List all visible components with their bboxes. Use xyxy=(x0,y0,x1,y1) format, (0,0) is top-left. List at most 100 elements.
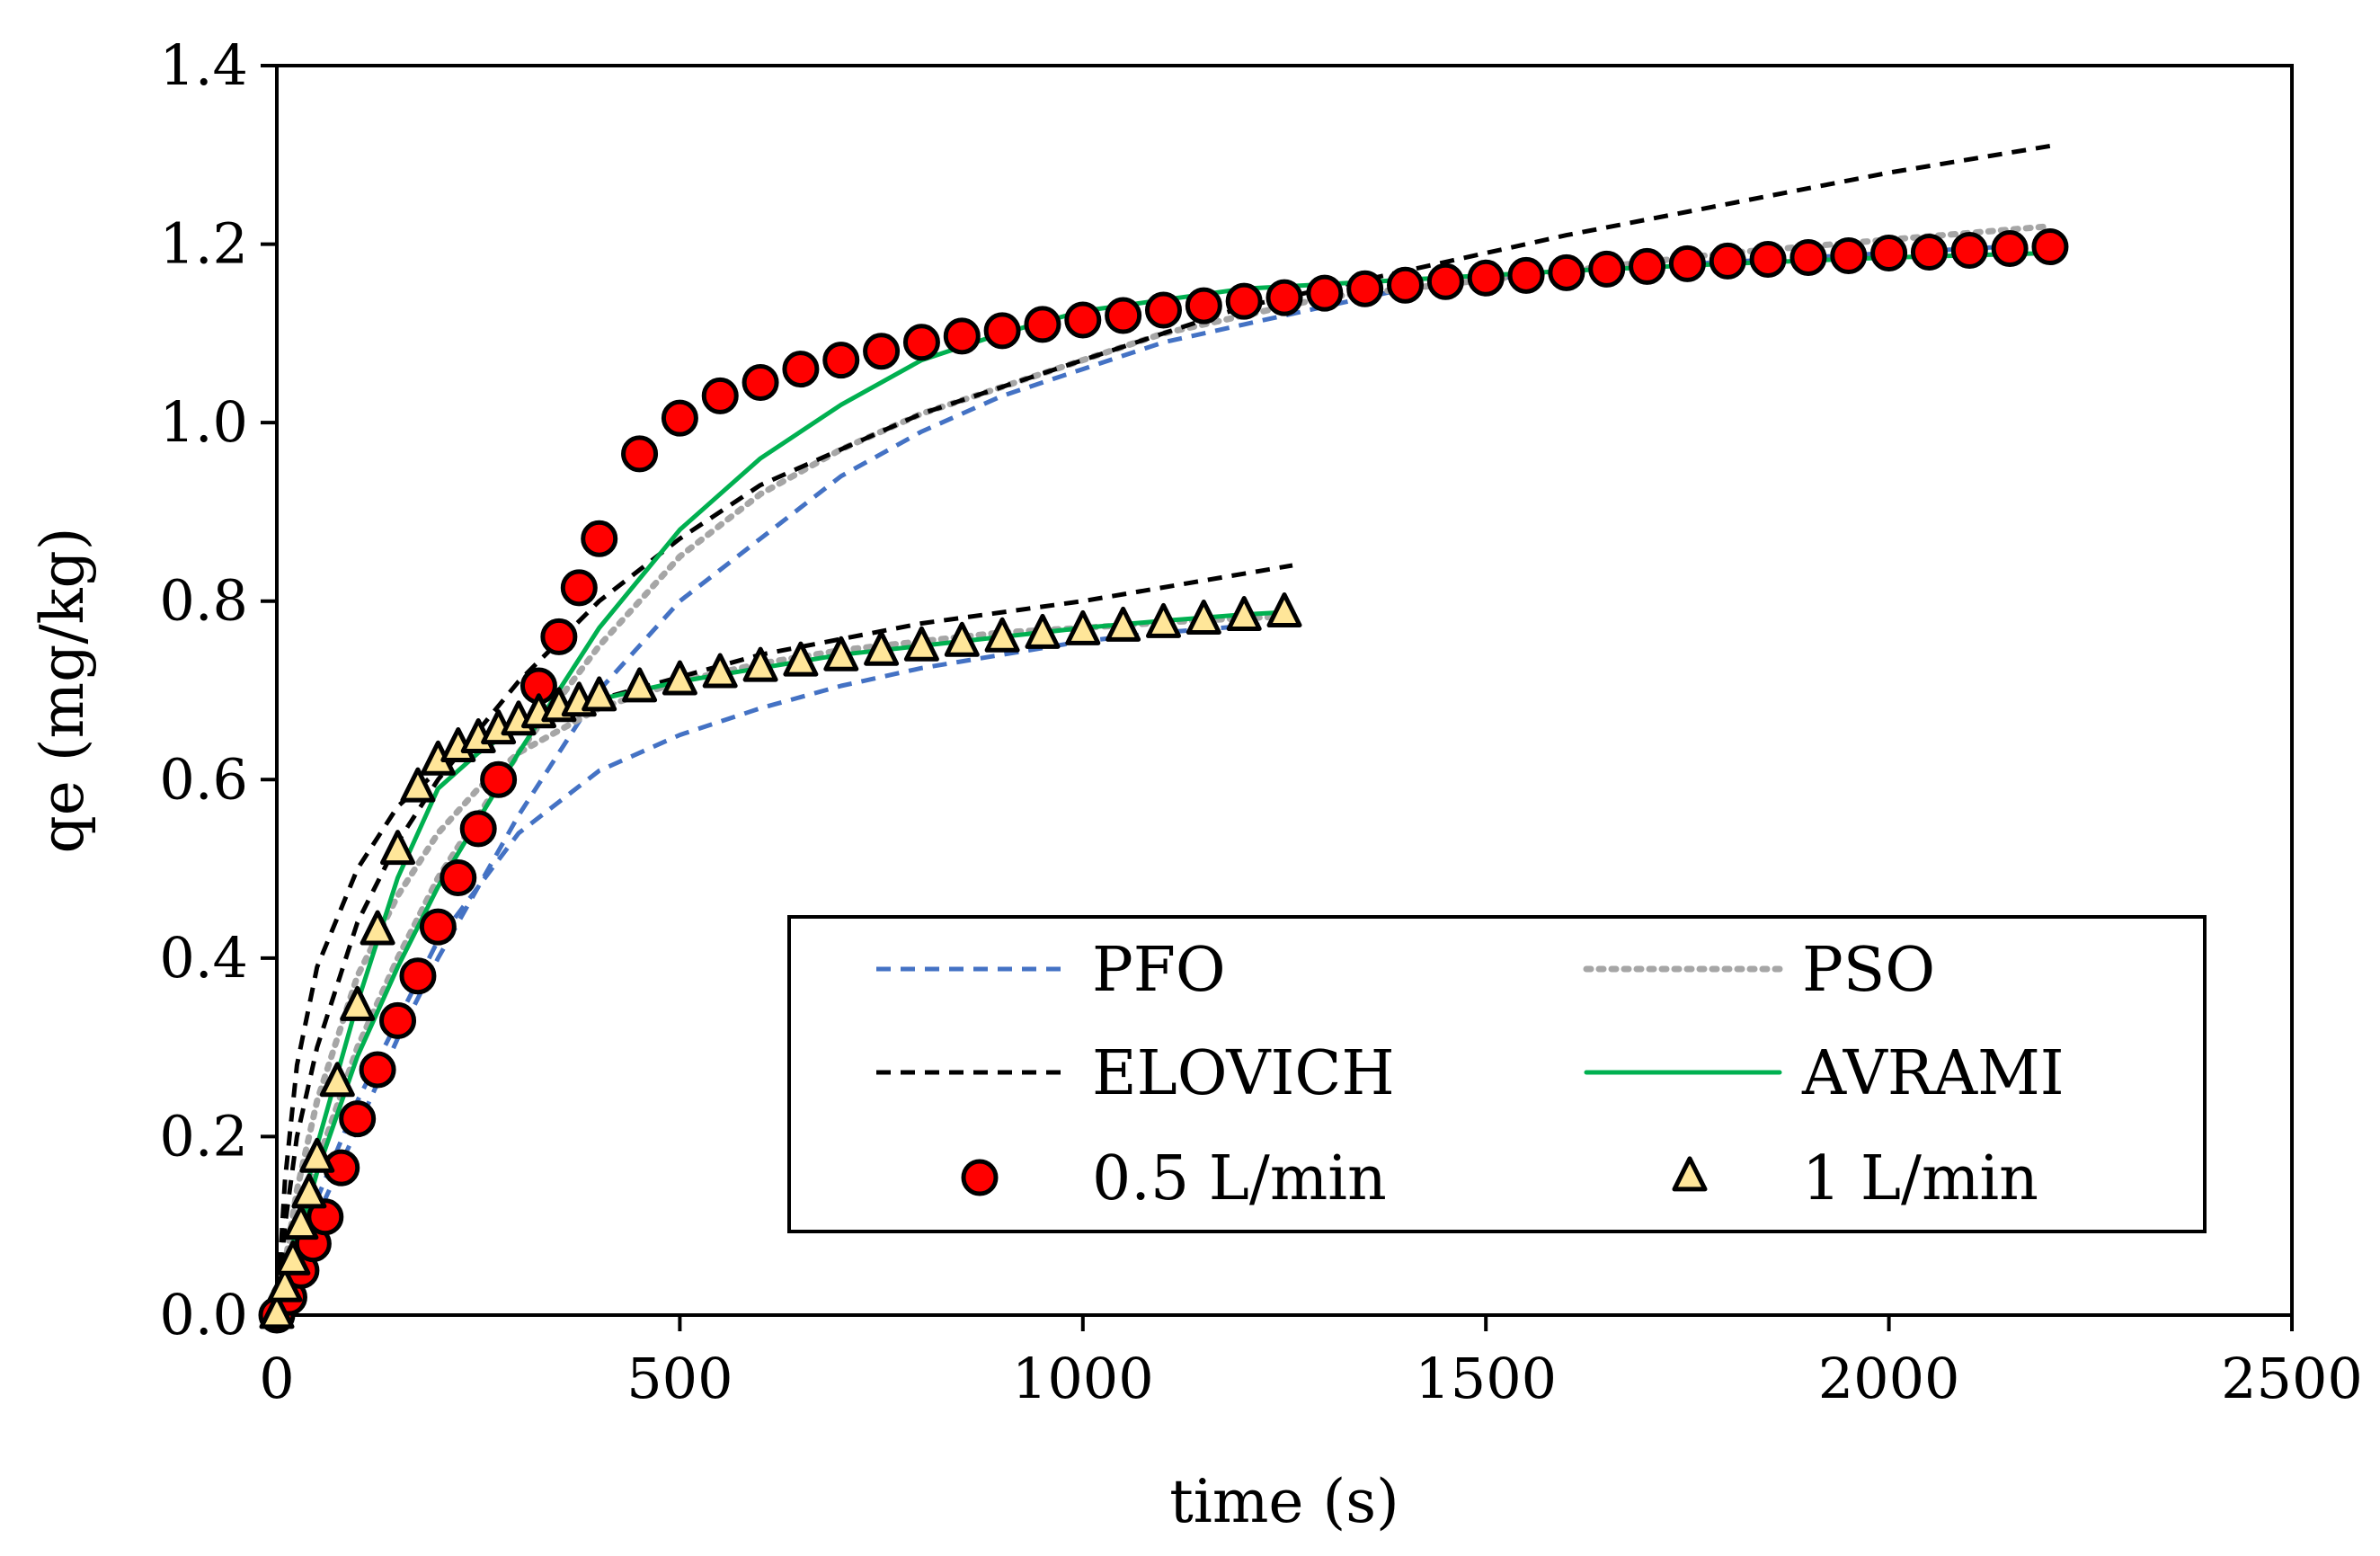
data-point-circle xyxy=(399,957,437,995)
data-point-triangle xyxy=(299,1137,335,1173)
data-point-circle xyxy=(983,312,1021,350)
data-point-circle xyxy=(742,363,779,401)
data-point-circle xyxy=(661,399,698,437)
data-point-circle xyxy=(440,859,477,896)
data-point-triangle xyxy=(662,660,697,696)
data-point-circle xyxy=(1467,259,1505,297)
data-point-circle xyxy=(1588,250,1626,288)
data-point-circle xyxy=(902,324,940,361)
data-point-circle xyxy=(306,1198,344,1236)
legend-label: PSO xyxy=(1802,935,1935,1006)
data-point-circle xyxy=(1064,301,1102,339)
data-point-circle xyxy=(1950,232,1988,270)
data-point-circle xyxy=(782,351,820,388)
legend-item: 1 L/min xyxy=(1672,1143,2038,1214)
y-axis-title: qe (mg/kg) xyxy=(28,527,97,853)
series-line-elovich-0-5-l-min xyxy=(274,143,2051,1316)
data-point-circle xyxy=(1910,234,1948,271)
data-point-triangle xyxy=(783,641,819,677)
data-point-circle xyxy=(1105,297,1142,334)
y-tick-label: 0.4 xyxy=(159,925,248,991)
data-point-circle xyxy=(1185,287,1222,325)
data-point-triangle xyxy=(582,676,617,712)
data-point-triangle xyxy=(1025,613,1061,649)
legend-swatch-triangle xyxy=(1672,1156,1708,1192)
data-point-triangle xyxy=(742,646,778,682)
y-tick-label: 0.2 xyxy=(159,1103,248,1169)
data-point-triangle xyxy=(340,985,376,1021)
data-point-circle xyxy=(863,333,901,370)
data-point-circle xyxy=(1024,306,1061,343)
data-point-circle xyxy=(2031,228,2069,266)
data-point-triangle xyxy=(259,1294,295,1329)
data-point-circle xyxy=(1346,270,1384,307)
data-point-circle xyxy=(1709,242,1746,280)
data-point-circle xyxy=(1306,274,1344,312)
x-tick-label: 2000 xyxy=(1818,1346,1960,1411)
legend-item: PSO xyxy=(1583,935,1935,1006)
data-point-circle xyxy=(1265,279,1303,316)
data-markers xyxy=(258,228,2069,1334)
data-point-circle xyxy=(540,618,578,655)
x-tick-label: 1500 xyxy=(1415,1346,1557,1411)
y-tick-label: 1.2 xyxy=(159,211,248,277)
x-axis: 0 500 1000 1500 2000 2500 xyxy=(259,1315,2363,1411)
data-point-circle xyxy=(621,435,659,473)
data-point-triangle xyxy=(864,630,900,666)
x-axis-title: time (s) xyxy=(1169,1467,1399,1536)
data-point-circle xyxy=(1870,235,1908,271)
data-point-triangle xyxy=(319,1062,355,1098)
y-tick-label: 0.0 xyxy=(159,1282,248,1347)
legend: PFO PSO ELOVICH AVRAMI 0.5 L/min 1 L/min xyxy=(787,915,2207,1233)
data-point-circle xyxy=(701,377,739,414)
data-point-circle xyxy=(339,1100,377,1138)
data-point-triangle xyxy=(283,1205,319,1240)
data-point-circle xyxy=(822,342,860,379)
data-point-triangle xyxy=(1146,602,1181,638)
legend-item: AVRAMI xyxy=(1584,1038,2065,1109)
legend-label: 1 L/min xyxy=(1802,1143,2038,1214)
data-point-triangle xyxy=(702,653,738,689)
data-point-triangle xyxy=(944,621,980,657)
data-point-triangle xyxy=(1266,592,1302,627)
data-point-triangle xyxy=(903,626,939,662)
data-point-circle xyxy=(560,569,598,607)
data-point-triangle xyxy=(291,1173,327,1209)
data-point-circle xyxy=(379,1001,417,1039)
data-point-circle xyxy=(1426,262,1464,300)
data-point-triangle xyxy=(1106,606,1141,642)
data-point-circle xyxy=(1507,256,1545,294)
y-tick-label: 0.8 xyxy=(159,568,248,634)
data-point-triangle xyxy=(400,767,436,803)
y-tick-label: 0.6 xyxy=(159,746,248,812)
x-tick-label: 500 xyxy=(626,1346,733,1411)
data-point-circle xyxy=(1548,253,1585,291)
data-point-circle xyxy=(943,317,981,355)
data-point-triangle xyxy=(1226,596,1262,631)
data-point-circle xyxy=(1387,266,1425,304)
data-point-circle xyxy=(1668,245,1706,282)
data-point-circle xyxy=(459,810,497,848)
data-point-circle xyxy=(1225,282,1263,320)
x-tick-label: 2500 xyxy=(2221,1346,2363,1411)
data-point-circle xyxy=(1144,291,1182,329)
legend-label: ELOVICH xyxy=(1092,1038,1395,1109)
data-point-circle xyxy=(1749,240,1787,278)
data-point-circle xyxy=(1991,230,2029,268)
x-tick-label: 0 xyxy=(259,1346,294,1411)
legend-label: PFO xyxy=(1092,935,1226,1006)
y-tick-label: 1.0 xyxy=(159,389,248,455)
legend-item: PFO xyxy=(876,935,1226,1006)
data-point-triangle xyxy=(823,636,859,671)
data-point-circle xyxy=(581,520,618,557)
y-tick-label: 1.4 xyxy=(159,32,248,98)
data-point-triangle xyxy=(275,1240,311,1276)
data-point-triangle xyxy=(267,1267,303,1303)
data-point-circle xyxy=(480,760,518,798)
data-point-circle xyxy=(419,908,457,946)
data-point-triangle xyxy=(380,830,415,866)
plot-frame xyxy=(275,64,2294,1317)
x-tick-label: 1000 xyxy=(1012,1346,1154,1411)
